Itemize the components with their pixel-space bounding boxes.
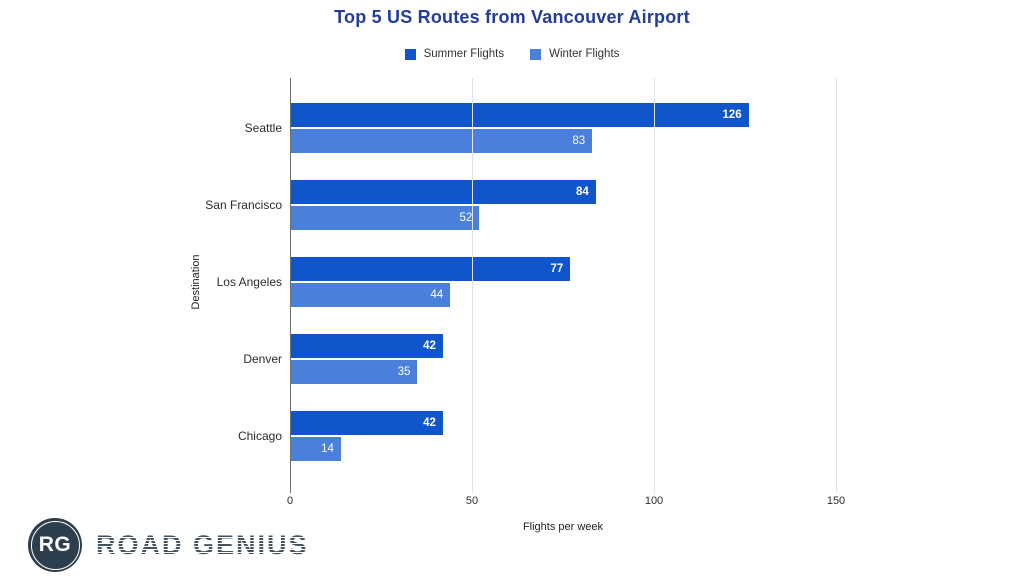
gridline: [653, 78, 655, 493]
summer-bar: 42: [290, 410, 443, 435]
bar-group-los-angeles: Los Angeles 77 44: [217, 244, 836, 321]
category-label: Chicago: [237, 428, 282, 443]
legend-item-winter: Winter Flights: [530, 48, 619, 60]
bar-value-label: 84: [575, 186, 589, 199]
legend-swatch-icon: [530, 48, 542, 60]
bar-rows: Seattle 126 83 San Francisco 84 52 Los Angeles…: [205, 90, 836, 474]
gridline: [471, 78, 473, 493]
bar-value-label: 35: [397, 365, 411, 378]
bar-group-seattle: Seattle 126 83: [245, 90, 836, 167]
winter-bar: 52: [290, 206, 480, 231]
x-tick-label: 100: [644, 495, 664, 507]
x-tick-label: 50: [465, 495, 479, 507]
summer-bar: 126: [290, 103, 749, 128]
category-label: Los Angeles: [216, 274, 282, 289]
bar-value-label: 42: [423, 339, 436, 352]
category-label: Denver: [243, 351, 282, 366]
bar-group-chicago: Chicago 42 14: [238, 397, 836, 474]
bar-value-label: 52: [459, 212, 473, 225]
summer-bar: 84: [290, 180, 596, 205]
category-label: San Francisco: [205, 198, 282, 213]
logo-monogram: RG: [38, 533, 72, 556]
legend-swatch-icon: [404, 48, 416, 60]
logo-badge-circle: RG: [28, 518, 82, 572]
y-axis-line: [289, 78, 291, 493]
chart-legend: Summer Flights Winter Flights: [0, 48, 1024, 60]
x-axis-tick-labels: 0 50 100 150: [286, 495, 845, 508]
bar-value-label: 42: [423, 416, 436, 429]
bar-group-denver: Denver 42 35: [243, 320, 836, 397]
bar-value-label: 83: [572, 135, 586, 148]
category-label: Seattle: [244, 121, 282, 136]
bar-group-san-francisco: San Francisco 84 52: [205, 167, 836, 244]
logo-wordmark: ROAD GENIUS: [96, 529, 309, 560]
bar-value-label: 77: [550, 262, 564, 275]
legend-label: Winter Flights: [549, 48, 620, 60]
winter-bar: 44: [290, 282, 451, 307]
summer-bar: 42: [290, 333, 443, 358]
x-axis-title: Flights per week: [522, 521, 604, 533]
x-tick-label: 0: [286, 495, 294, 507]
bar-value-label: 126: [722, 109, 742, 122]
bar-value-label: 44: [430, 288, 444, 301]
plot-area: Seattle 126 83 San Francisco 84 52 Los Angeles…: [205, 78, 837, 493]
y-axis-title: Destination: [190, 254, 202, 310]
winter-bar: 83: [290, 129, 593, 154]
chart-title: Top 5 US Routes from Vancouver Airport: [334, 7, 690, 27]
winter-bar: 35: [290, 359, 418, 384]
gridline: [835, 78, 837, 493]
legend-label: Summer Flights: [423, 48, 505, 60]
bar-value-label: 14: [321, 442, 334, 455]
road-genius-logo: RG ROAD GENIUS: [28, 518, 309, 572]
x-tick-label: 150: [826, 495, 846, 507]
winter-bar: 14: [290, 436, 341, 461]
legend-item-summer: Summer Flights: [404, 48, 505, 60]
summer-bar: 77: [290, 256, 571, 281]
